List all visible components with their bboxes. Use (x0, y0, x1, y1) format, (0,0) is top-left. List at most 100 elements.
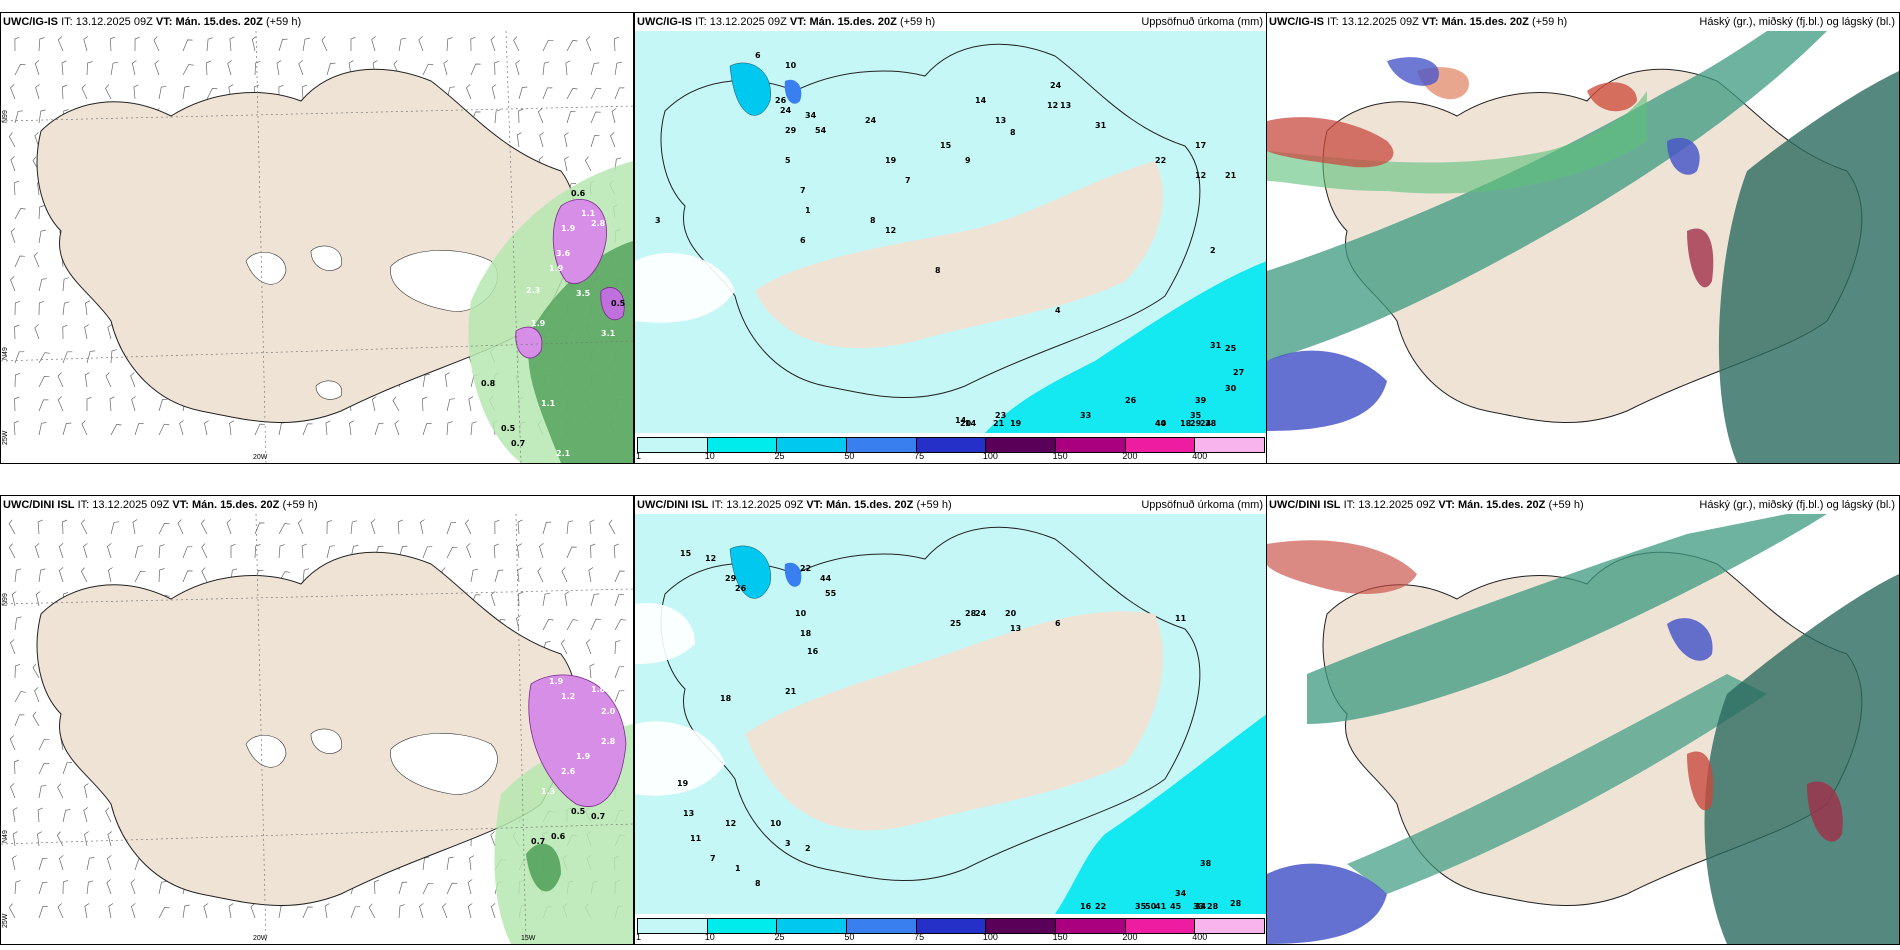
wind-barb (10, 276, 16, 292)
wind-barb (12, 855, 17, 871)
colorbar-label: 25 (774, 932, 785, 942)
value-label: 0.7 (511, 439, 525, 448)
lat-label: N99 (2, 110, 9, 123)
colorbar-label: 400 (1192, 451, 1208, 461)
wind-barb (516, 132, 522, 148)
precip-heavy-se (985, 261, 1267, 433)
precip-values: 1.91.21.82.02.81.92.61.30.50.70.70.6 (531, 677, 616, 846)
cloud-map (1267, 31, 1899, 463)
wind-barb (80, 519, 88, 535)
value-label: 1.9 (561, 224, 576, 233)
wind-barb (516, 615, 521, 631)
colorbar-label: 1 (635, 932, 642, 942)
grid-labels: N99 N49 25W 20W (2, 110, 268, 461)
value-label: 3 (785, 839, 791, 848)
value-label: 2 (805, 844, 811, 853)
wind-barb (10, 783, 16, 799)
wind-barb (38, 375, 50, 388)
colorbar-swatches (637, 918, 1265, 934)
wind-barb (490, 591, 496, 607)
wind-barb (14, 714, 25, 727)
wind-barb (467, 879, 473, 895)
value-label: 26 (735, 584, 747, 593)
wind-barb (515, 60, 520, 76)
wind-barb (564, 156, 569, 172)
vt-value: Mán. 15.des. 20Z (809, 16, 897, 28)
wind-barb (11, 591, 17, 607)
low-cloud-band-2 (1347, 674, 1767, 894)
wind-barb (446, 522, 457, 535)
wind-barb (419, 903, 424, 919)
value-label: 35 (1135, 902, 1147, 911)
precip-map-panel-top: UWC/IG-IS IT: 13.12.2025 09Z VT: Mán. 15… (634, 12, 1268, 464)
glacier-vatnajokull (390, 733, 498, 795)
wind-barb (131, 396, 136, 412)
wind-barb (110, 424, 122, 436)
panel-header: UWC/DINI ISL IT: 13.12.2025 09Z VT: Mán.… (1, 496, 633, 514)
value-label: 29 (725, 574, 737, 583)
it-value: 13.12.2025 09Z (92, 499, 170, 511)
wind-barb (301, 84, 307, 100)
wind-barb (14, 880, 21, 895)
wind-barb (566, 619, 578, 631)
model-name: UWC/IG-IS (1269, 16, 1324, 28)
wind-barb (182, 546, 193, 559)
wind-barb (200, 519, 208, 535)
value-label: 13 (683, 809, 694, 818)
wind-barb (392, 396, 400, 412)
cloud-map-panel-bottom: UWC/DINI ISL IT: 13.12.2025 09Z VT: Mán.… (1266, 495, 1900, 945)
value-label: 1.9 (576, 752, 591, 761)
wind-barb (134, 422, 144, 436)
wind-barb (537, 567, 544, 583)
wind-barb (62, 351, 73, 364)
wind-barb (83, 807, 89, 823)
value-label: 8 (1010, 128, 1016, 137)
wind-barb (373, 879, 380, 895)
wind-barb (182, 570, 193, 583)
wind-barb (106, 879, 112, 895)
wind-barb (130, 372, 136, 388)
wind-barb (35, 84, 40, 100)
glacier-myrdalsjokull (315, 380, 343, 400)
wind-barb (9, 735, 16, 751)
wind-barb (422, 373, 431, 388)
wind-barb (203, 903, 209, 919)
colorbar-swatch (1056, 919, 1126, 933)
wind-barb (107, 324, 113, 340)
wind-barb (494, 60, 500, 76)
wind-barb (398, 545, 408, 559)
grid-labels: N99 N49 25W 20W 15W (2, 593, 536, 942)
wind-barb (206, 37, 213, 52)
wind-barb (326, 62, 336, 76)
wind-barb (542, 39, 554, 52)
wind-barb (86, 396, 92, 411)
wind-barb (32, 711, 40, 727)
wind-barb (62, 277, 69, 292)
colorbar-swatch (1056, 438, 1126, 452)
wind-barb (227, 60, 232, 76)
value-label: 6 (800, 236, 806, 245)
precip-white-sw (635, 721, 725, 796)
blue-cloud-center (1667, 618, 1713, 661)
precip-nw-heavy (729, 62, 771, 116)
wind-barb (493, 543, 499, 559)
panel-subtitle: Háský (gr.), miðský (fj.bl.) og lágský (… (1699, 16, 1895, 28)
wind-barb (537, 108, 544, 124)
wind-barb (370, 519, 376, 535)
wind-barb (201, 543, 208, 559)
wind-barb (32, 663, 40, 679)
wind-barb (8, 543, 16, 559)
wind-barb (110, 349, 117, 364)
value-label: 0.5 (571, 807, 586, 816)
wind-barb (561, 567, 568, 583)
wind-barb (368, 903, 376, 919)
value-label: 14 (965, 419, 977, 428)
value-label: 19 (677, 779, 689, 788)
wind-barb (62, 324, 68, 340)
value-label: 15 (680, 549, 692, 558)
vt-label: VT: (172, 499, 189, 511)
colorbar-label: 400 (1192, 932, 1208, 942)
panel-header: UWC/DINI ISL IT: 13.12.2025 09Z VT: Mán.… (1267, 496, 1899, 514)
value-label: 25 (1225, 344, 1237, 353)
wind-barb (38, 399, 49, 412)
